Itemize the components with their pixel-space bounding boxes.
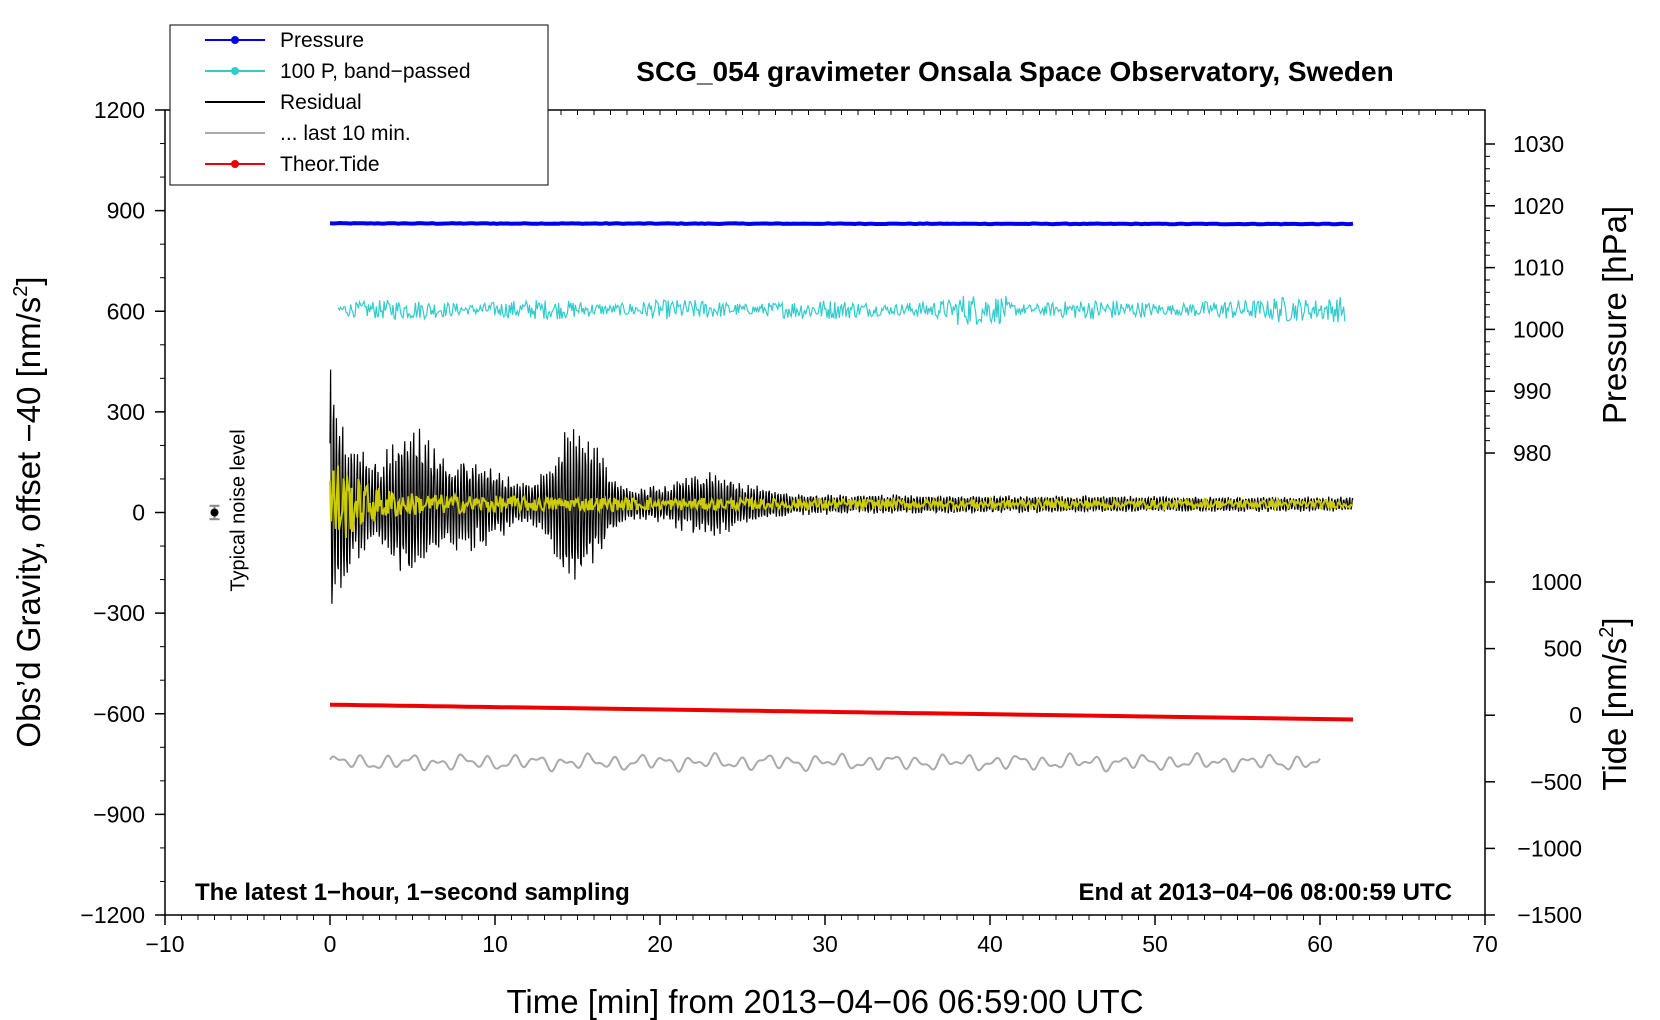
tide-tick-label: 500: [1544, 636, 1582, 662]
legend-swatch-marker: [231, 36, 239, 44]
legend-swatch-marker: [231, 160, 239, 168]
legend-label: Residual: [280, 91, 362, 114]
y-tick-label: −300: [93, 600, 145, 626]
tide-tick-label: 0: [1569, 702, 1582, 728]
legend-label: Theor.Tide: [280, 153, 380, 176]
x-tick-label: 70: [1472, 931, 1498, 957]
x-tick-label: 0: [324, 931, 337, 957]
x-axis-ticks: −10 0 10 20 30 40 50 60 70: [145, 915, 1498, 957]
y-axis-label-superscript: 2: [10, 286, 32, 297]
x-axis-label: Time [min] from 2013−04−06 06:59:00 UTC: [506, 983, 1143, 1020]
y-axis-label-close: ]: [10, 276, 47, 285]
legend-label: ... last 10 min.: [280, 122, 411, 145]
pressure-axis-ticks: 1030 1020 1010 1000 990 980: [1485, 131, 1564, 466]
y-tick-label: 1200: [94, 97, 145, 123]
y-tick-label: −600: [93, 701, 145, 727]
noise-point: [210, 508, 219, 517]
y-tick-label: −1200: [80, 902, 145, 928]
y-tick-label: 900: [107, 198, 145, 224]
chart-title: SCG_054 gravimeter Onsala Space Observat…: [636, 56, 1393, 87]
tide-axis-label-superscript: 2: [1596, 627, 1618, 638]
x-tick-label: 20: [647, 931, 673, 957]
series-band-passed: [337, 295, 1346, 326]
series-smoothed: [329, 465, 1354, 539]
x-tick-label: −10: [145, 931, 184, 957]
legend-label: Pressure: [280, 29, 364, 52]
series-pressure: [329, 220, 1354, 227]
pressure-tick-label: 1030: [1513, 131, 1564, 157]
pressure-tick-label: 1020: [1513, 193, 1564, 219]
pressure-tick-label: 990: [1513, 378, 1551, 404]
y-tick-label: 600: [107, 298, 145, 324]
legend-label: 100 P, band−passed: [280, 60, 471, 83]
series-theor-tide: [329, 702, 1354, 722]
series-last-10-min: [329, 751, 1321, 773]
tide-axis-ticks: 1000 500 0 −500 −1000 −1500: [1485, 569, 1582, 928]
tide-tick-label: −1500: [1517, 902, 1582, 928]
sampling-note: The latest 1−hour, 1−second sampling: [195, 879, 630, 906]
end-time-note: End at 2013−04−06 08:00:59 UTC: [1078, 879, 1452, 906]
tide-axis-label: Tide [nm/s2]: [1596, 617, 1633, 790]
y-axis-label: Obs’d Gravity, offset −40 [nm/s2]: [10, 276, 47, 747]
tide-tick-label: −500: [1530, 769, 1582, 795]
pressure-axis-label: Pressure [hPa]: [1596, 206, 1633, 424]
x-tick-label: 10: [482, 931, 508, 957]
legend-swatch-marker: [231, 67, 239, 75]
tide-axis-label-close: ]: [1596, 617, 1633, 626]
legend-box: [169, 24, 549, 186]
tide-tick-label: −1000: [1517, 835, 1582, 861]
series-layer: [329, 220, 1354, 773]
x-tick-label: 40: [977, 931, 1003, 957]
y-axis-label-main: Obs’d Gravity, offset −40 [nm/s: [10, 297, 47, 748]
y-tick-label: −900: [93, 801, 145, 827]
y-tick-label: 300: [107, 399, 145, 425]
x-tick-label: 50: [1142, 931, 1168, 957]
series-residual: [329, 369, 1354, 604]
tide-axis-label-main: Tide [nm/s: [1596, 638, 1633, 791]
pressure-tick-label: 980: [1513, 440, 1551, 466]
y-axis-ticks: 1200 900 600 300 0 −300 −600 −900 −1200: [80, 97, 165, 928]
y-tick-label: 0: [132, 500, 145, 526]
noise-level-label: Typical noise level: [228, 429, 250, 591]
x-tick-label: 30: [812, 931, 838, 957]
pressure-tick-label: 1000: [1513, 316, 1564, 342]
noise-level-marker: Typical noise level: [209, 429, 250, 592]
legend: Pressure 100 P, band−passed Residual ... la…: [169, 24, 549, 186]
legend-items: Pressure 100 P, band−passed Residual ... la…: [205, 29, 471, 176]
x-tick-label: 60: [1307, 931, 1333, 957]
tide-tick-label: 1000: [1531, 569, 1582, 595]
pressure-tick-label: 1010: [1513, 255, 1564, 281]
